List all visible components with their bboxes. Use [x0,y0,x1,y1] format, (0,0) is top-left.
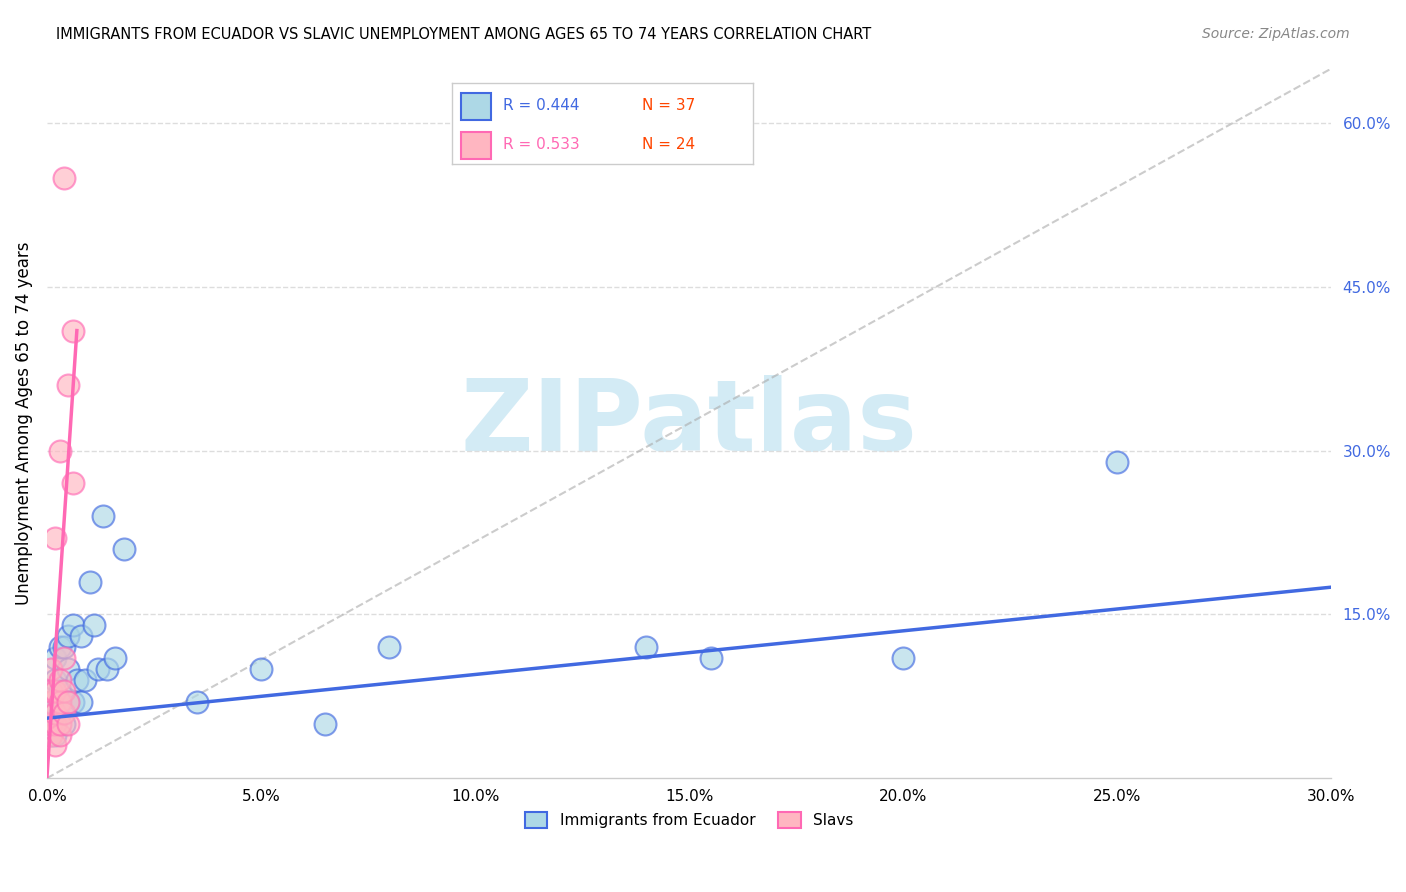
Point [58,662,80,676]
Point [70,695,93,709]
Point [39,727,62,741]
Point [636,640,658,655]
Point [75,673,97,687]
Point [53,640,76,655]
Point [39,695,62,709]
Point [48,695,70,709]
Point [44,727,66,741]
Point [53,716,76,731]
Point [44,739,66,753]
Point [39,684,62,698]
Point [58,629,80,643]
Point [58,378,80,392]
Point [53,684,76,698]
Point [66,673,89,687]
Point [378,640,401,655]
Legend: Immigrants from Ecuador, Slavs: Immigrants from Ecuador, Slavs [519,806,860,834]
Point [44,706,66,720]
Point [58,695,80,709]
Point [104,651,127,665]
Text: IMMIGRANTS FROM ECUADOR VS SLAVIC UNEMPLOYMENT AMONG AGES 65 TO 74 YEARS CORRELA: IMMIGRANTS FROM ECUADOR VS SLAVIC UNEMPL… [56,27,872,42]
Point [39,695,62,709]
Point [314,716,336,731]
Point [91,509,114,524]
Point [39,716,62,731]
Point [48,684,70,698]
Point [53,651,76,665]
Point [39,706,62,720]
Point [39,662,62,676]
Point [48,443,70,458]
Point [53,706,76,720]
Point [186,695,208,709]
Point [250,662,273,676]
Point [39,716,62,731]
Point [39,727,62,741]
Point [48,640,70,655]
Point [44,651,66,665]
Point [96,662,118,676]
Point [44,673,66,687]
Point [62,695,84,709]
Point [48,706,70,720]
Point [83,618,105,632]
Point [699,651,721,665]
Point [87,662,110,676]
Point [48,727,70,741]
Point [44,684,66,698]
Point [58,695,80,709]
Point [70,629,93,643]
Point [79,574,101,589]
Point [62,618,84,632]
Point [62,324,84,338]
Point [48,673,70,687]
Point [112,541,135,556]
Point [62,476,84,491]
Text: ZIPatlas: ZIPatlas [461,375,918,472]
Point [58,716,80,731]
Point [891,651,914,665]
Point [53,170,76,185]
Text: Source: ZipAtlas.com: Source: ZipAtlas.com [1202,27,1350,41]
Point [48,716,70,731]
Point [44,531,66,545]
Point [44,716,66,731]
Y-axis label: Unemployment Among Ages 65 to 74 years: Unemployment Among Ages 65 to 74 years [15,242,32,605]
Point [44,716,66,731]
Point [1107,454,1129,468]
